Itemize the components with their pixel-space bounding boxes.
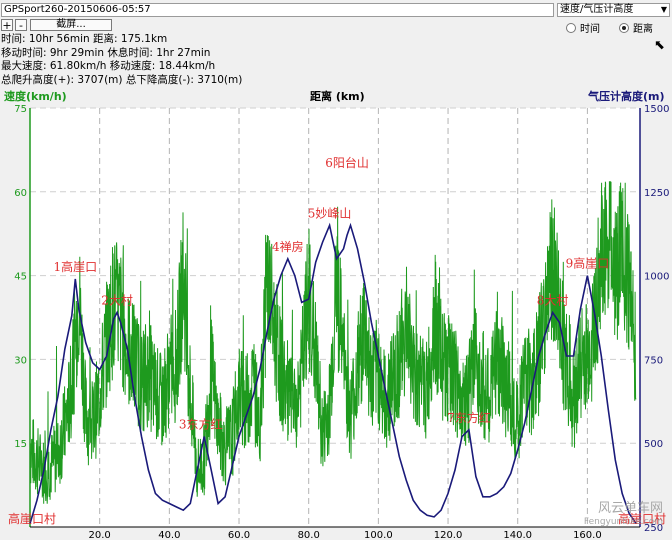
altitude-series-line — [29, 222, 637, 525]
radio-distance[interactable]: 距离 — [619, 20, 653, 35]
stats-moving-rest: 移动时间: 9hr 29min 休息时间: 1hr 27min — [1, 46, 211, 59]
zoom-in-button[interactable]: + — [1, 19, 13, 32]
screenshot-button[interactable]: 截屏... — [30, 19, 112, 31]
mouse-cursor-icon: ⬉ — [654, 38, 665, 53]
track-title-field[interactable]: GPSport260-20150606-05:57 — [1, 3, 554, 17]
x-tick-label: 40.0 — [158, 530, 180, 540]
toolbar: + - 截屏... — [0, 19, 672, 33]
x-tick-label: 140.0 — [503, 530, 532, 540]
left-tick-label: 45 — [14, 272, 27, 283]
route-waypoint-label: 4禅房 — [272, 239, 304, 254]
route-waypoint-label: 8大村 — [537, 293, 569, 307]
radio-time-dot — [566, 23, 576, 33]
radio-distance-label: 距离 — [633, 24, 653, 35]
speed-series-line — [29, 181, 637, 504]
watermark-url: Fengyunbike.com — [584, 517, 663, 527]
right-tick-label: 1000 — [644, 272, 669, 283]
x-tick-label: 120.0 — [434, 530, 463, 540]
title-bar: GPSport260-20150606-05:57 速度/气压计高度 ▼ — [0, 0, 672, 18]
x-tick-label: 100.0 — [364, 530, 393, 540]
route-waypoint-label: 6阳台山 — [325, 155, 369, 170]
chart-mode-select[interactable]: 速度/气压计高度 ▼ — [557, 3, 670, 17]
x-axis-title: 距离 (km) — [310, 90, 365, 103]
right-tick-label: 1250 — [644, 188, 669, 199]
radio-time-label: 时间 — [580, 24, 600, 35]
speed-altitude-chart[interactable]: 20.0 40.0 60.0 80.0 100.0 120.0 140.0 160.0 15 30… — [0, 87, 672, 540]
right-axis-title: 气压计高度(m) — [588, 90, 665, 103]
x-tick-label: 60.0 — [228, 530, 250, 540]
route-waypoint-label: 2大村 — [101, 293, 133, 307]
x-tick-label: 160.0 — [573, 530, 602, 540]
route-waypoint-label: 1高崖口 — [53, 259, 97, 274]
radio-distance-dot — [619, 23, 629, 33]
stats-elevation: 总爬升高度(+): 3707(m) 总下降高度(-): 3710(m) — [1, 73, 243, 86]
route-waypoint-label: 3东方红 — [179, 416, 223, 431]
x-tick-label: 80.0 — [298, 530, 320, 540]
right-tick-label: 250 — [644, 523, 663, 534]
left-tick-label: 75 — [14, 104, 27, 115]
right-tick-label: 750 — [644, 355, 663, 366]
stats-time-distance: 时间: 10hr 56min 距离: 175.1km — [1, 33, 168, 45]
left-tick-label: 30 — [14, 355, 27, 366]
radio-time[interactable]: 时间 — [566, 20, 600, 35]
left-axis-title: 速度(km/h) — [4, 90, 67, 103]
x-tick-label: 20.0 — [89, 530, 111, 540]
left-tick-label: 60 — [14, 188, 27, 199]
route-waypoint-label: 9高崖口 — [566, 256, 610, 271]
right-tick-label: 500 — [644, 439, 663, 450]
zoom-out-button[interactable]: - — [15, 19, 27, 31]
stats-panel: 时间: 10hr 56min 距离: 175.1km 移动时间: 9hr 29m… — [1, 33, 651, 87]
right-tick-label: 1500 — [644, 104, 669, 115]
left-tick-label: 15 — [14, 439, 27, 450]
route-waypoint-label: 5妙峰山 — [308, 206, 352, 220]
chevron-down-icon: ▼ — [660, 5, 667, 14]
route-waypoint-label: 7东方红 — [447, 410, 491, 425]
watermark-title: 风云单车网 — [598, 500, 663, 516]
stats-speed: 最大速度: 61.80km/h 移动速度: 18.44km/h — [1, 60, 216, 72]
chart-mode-value: 速度/气压计高度 — [560, 4, 634, 15]
route-waypoint-label: 高崖口村 — [8, 511, 56, 526]
route-waypoint-label: 高崖口村 — [618, 511, 666, 526]
